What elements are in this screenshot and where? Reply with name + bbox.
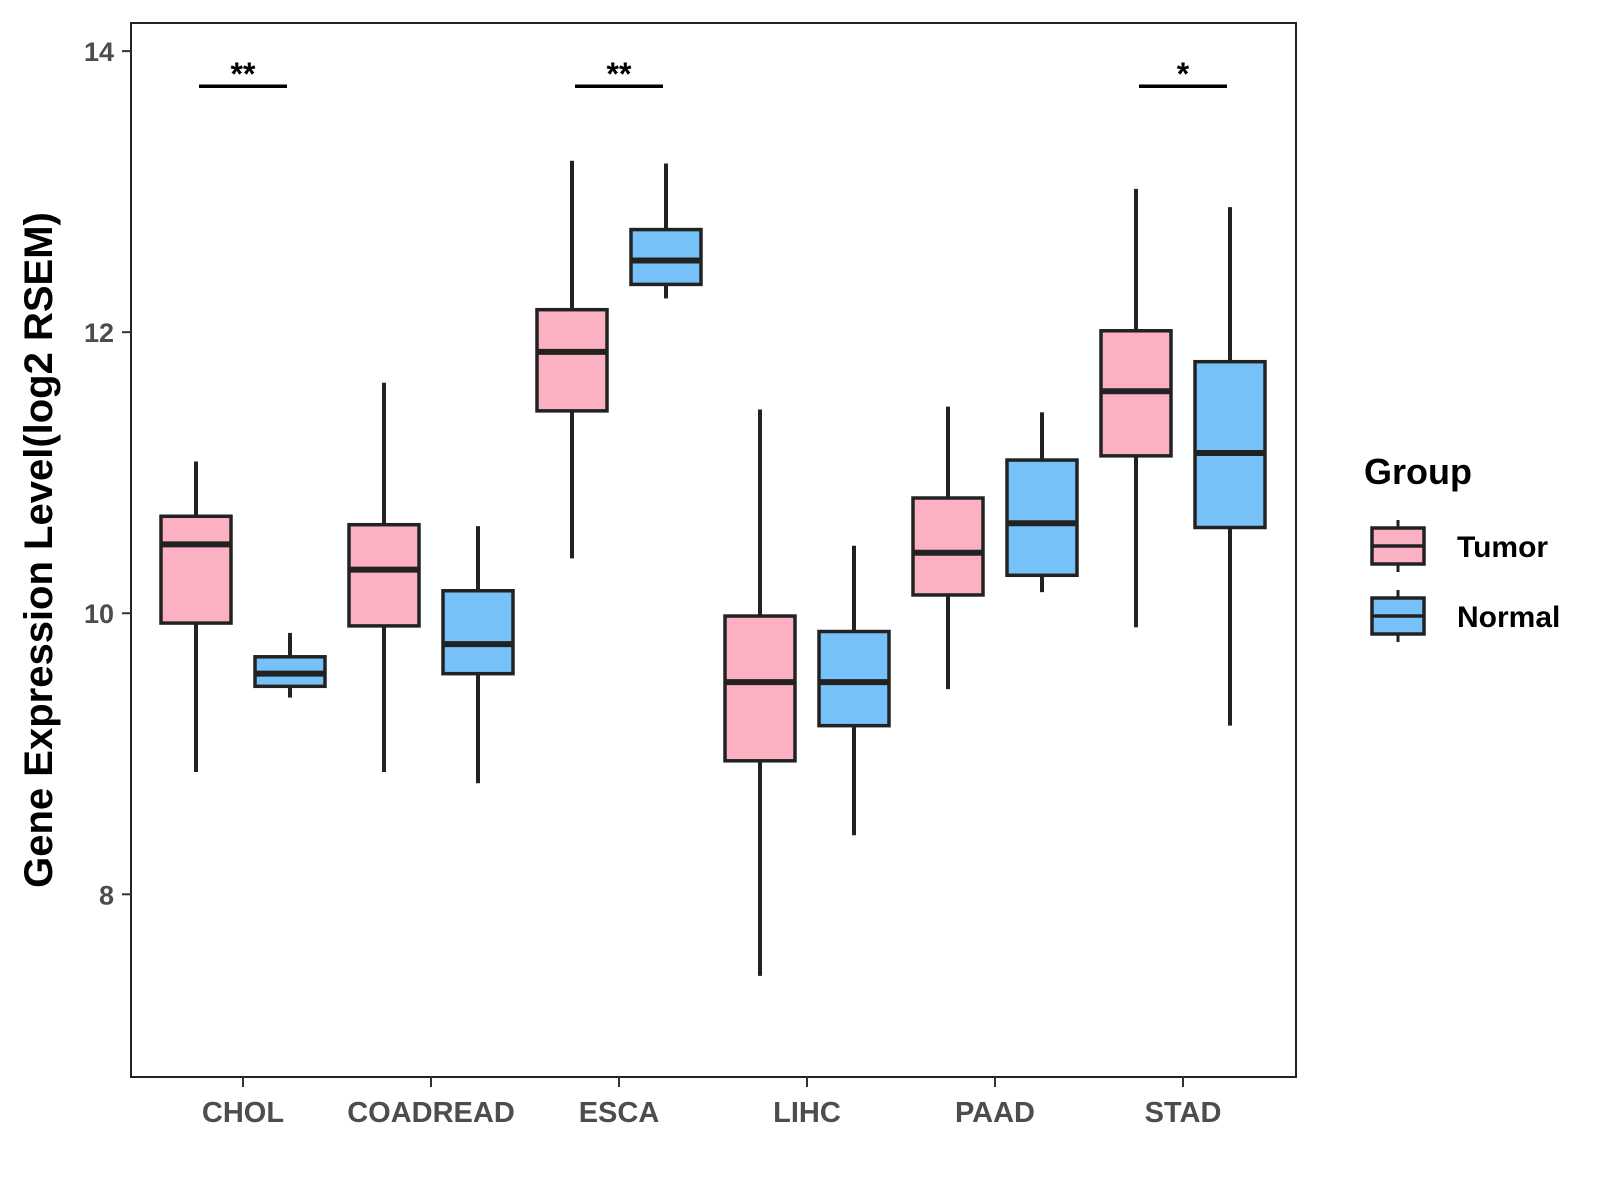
box-normal-paad: [1005, 412, 1079, 593]
legend-key-tumor: [1370, 520, 1426, 572]
significance-label: *: [1177, 56, 1190, 92]
legend-key-normal: [1370, 590, 1426, 642]
legend: Group Tumor Normal: [1364, 451, 1560, 642]
box-normal-stad: [1193, 207, 1267, 726]
x-axis: CHOL COADREAD ESCA LIHC PAAD STAD: [202, 1077, 1221, 1129]
x-tick-label: COADREAD: [347, 1097, 515, 1129]
box-normal-chol: [253, 632, 327, 698]
x-tick-label: LIHC: [773, 1097, 841, 1129]
significance-label: **: [231, 56, 256, 92]
significance-layer: ** ** *: [199, 56, 1227, 92]
box-tumor-esca: [535, 160, 609, 559]
iqr-box: [159, 514, 233, 625]
legend-title: Group: [1364, 451, 1472, 492]
x-tick-label: CHOL: [202, 1097, 284, 1129]
iqr-box: [911, 496, 985, 597]
x-tick-label: STAD: [1145, 1097, 1222, 1129]
iqr-box: [1005, 458, 1079, 578]
iqr-box: [723, 614, 797, 763]
box-tumor-coadread: [347, 382, 421, 773]
y-tick-label: 10: [84, 599, 114, 629]
iqr-box: [441, 589, 515, 676]
plot-panel: [130, 22, 1297, 1078]
y-axis-title: Gene Expression Level(log2 RSEM): [17, 212, 61, 888]
box-tumor-chol: [159, 461, 233, 773]
box-tumor-paad: [911, 406, 985, 690]
boxes-layer: [159, 160, 1267, 976]
box-normal-esca: [629, 163, 703, 299]
iqr-box: [1193, 359, 1267, 530]
iqr-box: [817, 629, 891, 728]
y-axis: 8 10 12 14: [84, 37, 131, 910]
significance-label: **: [607, 56, 632, 92]
legend-label-normal: Normal: [1457, 601, 1560, 634]
iqr-box: [347, 522, 421, 628]
y-tick-label: 12: [84, 318, 114, 348]
y-tick-label: 14: [84, 37, 114, 67]
y-tick-label: 8: [99, 880, 114, 910]
box-normal-coadread: [441, 526, 515, 784]
legend-label-tumor: Tumor: [1457, 531, 1548, 564]
iqr-box: [535, 307, 609, 413]
box-normal-lihc: [817, 545, 891, 836]
box-tumor-lihc: [723, 409, 797, 976]
box-tumor-stad: [1099, 188, 1173, 628]
x-tick-label: PAAD: [955, 1097, 1035, 1129]
iqr-box: [629, 227, 703, 287]
x-tick-label: ESCA: [579, 1097, 660, 1129]
